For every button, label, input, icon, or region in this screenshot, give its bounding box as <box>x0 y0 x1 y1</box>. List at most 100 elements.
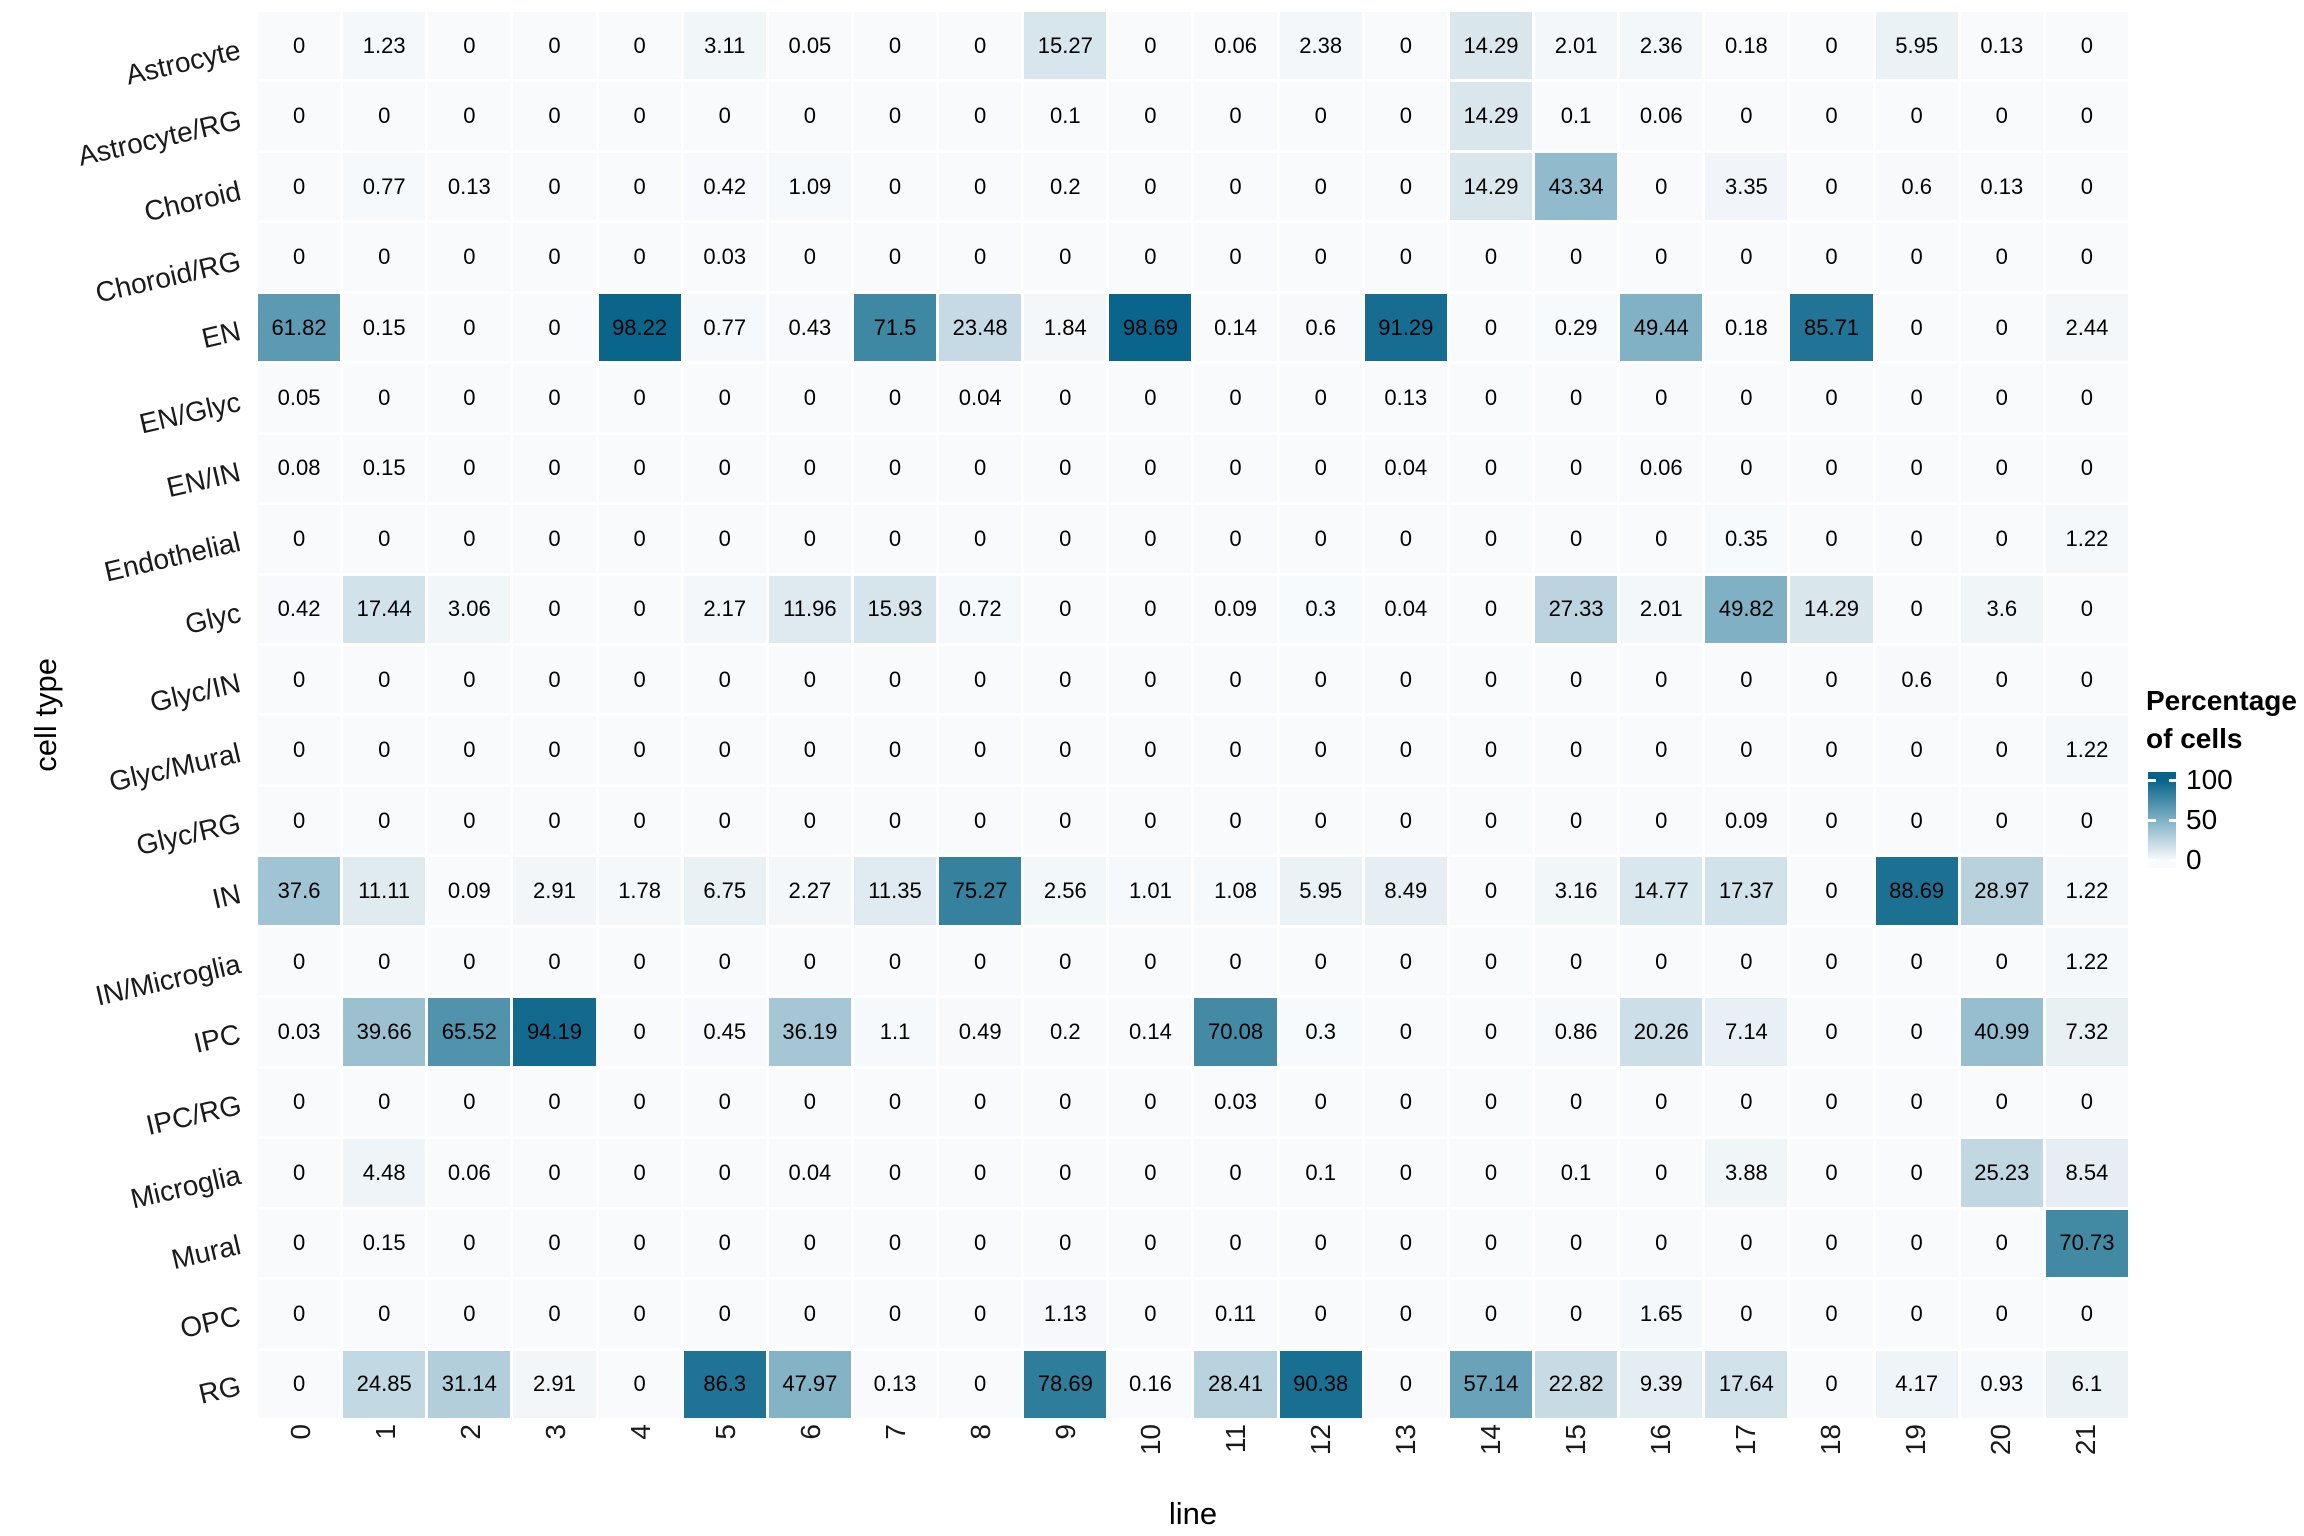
heatmap-cell: 0.13 <box>1364 364 1447 432</box>
heatmap-cell: 0 <box>513 786 596 855</box>
heatmap-cell: 0 <box>1790 716 1873 784</box>
heatmap-cell: 0 <box>1449 1068 1533 1137</box>
heatmap-cell: 0 <box>1620 786 1703 855</box>
heatmap-cell: 0 <box>343 786 426 855</box>
heatmap-cell: 0 <box>2045 646 2128 714</box>
x-axis-tick-label: 1 <box>343 1424 428 1502</box>
heatmap-cell: 0 <box>853 786 937 855</box>
heatmap-cell: 28.97 <box>1960 857 2043 925</box>
heatmap-cell: 0 <box>1705 1280 1788 1348</box>
heatmap-cell: 2.91 <box>513 857 596 925</box>
heatmap-cell: 0 <box>939 927 1022 996</box>
heatmap-cell: 0 <box>1790 1139 1873 1207</box>
heatmap-cell: 0 <box>1875 1209 1958 1278</box>
heatmap-cell: 2.56 <box>1024 857 1107 925</box>
heatmap-cell: 0 <box>768 434 851 503</box>
heatmap-cell: 31.14 <box>428 1350 511 1418</box>
heatmap-cell: 8.54 <box>2045 1139 2128 1207</box>
x-axis-tick-label-text: 16 <box>1644 1424 1676 1456</box>
heatmap-cell: 0 <box>1279 646 1362 714</box>
heatmap-cell: 85.71 <box>1790 293 1873 362</box>
heatmap-cell: 0 <box>683 434 766 503</box>
heatmap-cell: 0 <box>258 1280 341 1348</box>
heatmap-cell: 0 <box>1705 82 1788 150</box>
heatmap-cell: 0 <box>513 293 596 362</box>
heatmap-cell: 0 <box>2045 152 2128 221</box>
heatmap-cell: 0 <box>343 1068 426 1137</box>
heatmap-cell: 0 <box>598 716 681 784</box>
heatmap-cell: 0.13 <box>1960 12 2043 80</box>
heatmap-cell: 1.65 <box>1620 1280 1703 1348</box>
heatmap-cell: 0 <box>428 223 511 291</box>
heatmap-cell: 0 <box>1875 927 1958 996</box>
heatmap-cell: 65.52 <box>428 998 511 1066</box>
heatmap-cell: 4.17 <box>1875 1350 1958 1418</box>
heatmap-cell: 0 <box>1194 505 1277 573</box>
heatmap-cell: 14.29 <box>1449 152 1533 221</box>
heatmap-cell: 0 <box>1620 505 1703 573</box>
y-axis-tick-label: Choroid <box>0 153 252 227</box>
y-axis-tick-label: Endothelial <box>0 504 252 587</box>
heatmap-cell: 0 <box>1194 364 1277 432</box>
heatmap-cell: 1.23 <box>343 12 426 80</box>
legend-title-line1: Percentage <box>2146 685 2297 716</box>
heatmap-cell: 0 <box>1364 12 1447 80</box>
legend-tick-mark <box>2148 778 2156 782</box>
heatmap-cell: 0.15 <box>343 293 426 362</box>
heatmap-cell: 0 <box>939 505 1022 573</box>
x-axis-tick-label-text: 11 <box>1219 1424 1251 1454</box>
heatmap-cell: 3.35 <box>1705 152 1788 221</box>
heatmap-cell: 0 <box>513 434 596 503</box>
x-axis-tick-label-text: 19 <box>1899 1424 1931 1456</box>
heatmap-cell: 0 <box>513 505 596 573</box>
heatmap-cell: 0 <box>1875 364 1958 432</box>
heatmap-cell: 0 <box>939 646 1022 714</box>
heatmap-cell: 0 <box>1875 82 1958 150</box>
heatmap-cell: 0 <box>853 1280 937 1348</box>
heatmap-cell: 0 <box>1790 786 1873 855</box>
heatmap-cell: 0.86 <box>1535 998 1618 1066</box>
heatmap-cell: 0 <box>598 1139 681 1207</box>
heatmap-cell: 0.04 <box>1364 575 1447 644</box>
heatmap-cell: 0 <box>1960 1068 2043 1137</box>
legend: Percentage of cells 100 50 0 <box>2146 682 2304 875</box>
heatmap-cell: 1.13 <box>1024 1280 1107 1348</box>
heatmap-cell: 0 <box>258 12 341 80</box>
heatmap-cell: 98.22 <box>598 293 681 362</box>
heatmap-cell: 0 <box>1194 152 1277 221</box>
heatmap-cell: 0.18 <box>1705 293 1788 362</box>
heatmap-cell: 0.04 <box>768 1139 851 1207</box>
heatmap-cell: 0 <box>939 716 1022 784</box>
heatmap-cell: 0 <box>1449 927 1533 996</box>
heatmap-cell: 0 <box>513 364 596 432</box>
x-axis-tick-label: 12 <box>1278 1424 1363 1502</box>
x-axis-tick-label: 13 <box>1363 1424 1448 1502</box>
heatmap-cell: 0 <box>683 82 766 150</box>
x-axis-tick-label-text: 18 <box>1814 1424 1846 1456</box>
heatmap-cell: 0 <box>683 1139 766 1207</box>
heatmap-cell: 0 <box>1960 223 2043 291</box>
heatmap-cell: 0 <box>1109 786 1192 855</box>
x-axis-tick-label: 2 <box>428 1424 513 1502</box>
heatmap-cell: 0 <box>768 927 851 996</box>
legend-tick-mark <box>2169 858 2177 862</box>
heatmap-cell: 0 <box>1364 505 1447 573</box>
heatmap-cell: 0 <box>513 575 596 644</box>
x-axis-tick-label-text: 8 <box>964 1424 996 1440</box>
heatmap-cell: 75.27 <box>939 857 1022 925</box>
heatmap-cell: 25.23 <box>1960 1139 2043 1207</box>
legend-tick-label: 0 <box>2186 844 2202 875</box>
heatmap-cell: 11.11 <box>343 857 426 925</box>
heatmap-cell: 0 <box>853 1209 937 1278</box>
heatmap-cell: 61.82 <box>258 293 341 362</box>
heatmap-cell: 17.44 <box>343 575 426 644</box>
heatmap-cell: 0 <box>1790 1350 1873 1418</box>
heatmap-cell: 0 <box>1024 434 1107 503</box>
x-axis-tick-label-text: 9 <box>1049 1424 1081 1440</box>
heatmap-cell: 0 <box>598 1350 681 1418</box>
heatmap-cell: 20.26 <box>1620 998 1703 1066</box>
y-axis-tick-label: IN/Microglia <box>0 926 252 1011</box>
y-axis-tick-label: IPC/RG <box>0 1067 252 1141</box>
y-axis-tick-label: RG <box>0 1348 252 1418</box>
